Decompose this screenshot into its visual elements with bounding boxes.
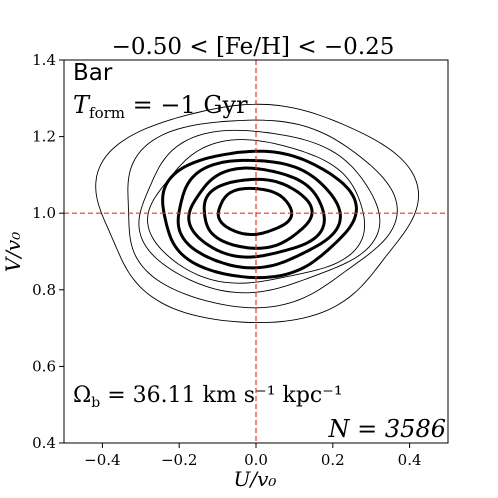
model-label: Bar: [73, 60, 113, 86]
contour-level-7: [187, 166, 326, 259]
omega-annotation: Ωb = 36.11 km s⁻¹ kpc⁻¹: [73, 383, 343, 411]
y-axis-ticks: 0.4 0.6 0.8 1.0 1.2 1.4: [32, 51, 64, 452]
y-tick-label: 1.4: [32, 51, 56, 69]
x-tick-label: 0.0: [244, 451, 268, 469]
contour-level-6: [176, 158, 342, 270]
tform-subscript: form: [89, 104, 125, 122]
contour-level-1: [95, 103, 420, 324]
chart-title: −0.50 < [Fe/H] < −0.25: [112, 34, 395, 60]
y-tick-label: 0.8: [32, 281, 56, 299]
omega-value: = 36.11 km s⁻¹ kpc⁻¹: [100, 383, 342, 408]
x-tick-label: −0.2: [161, 451, 197, 469]
x-axis-ticks: −0.4 −0.2 0.0 0.2 0.4: [84, 443, 422, 469]
omega-subscript: b: [91, 395, 100, 411]
omega-symbol: Ω: [73, 383, 91, 408]
x-tick-label: −0.4: [84, 451, 120, 469]
contour-level-2: [127, 119, 398, 309]
tform-annotation: Tform = −1 Gyr: [73, 91, 248, 122]
tform-symbol: T: [73, 91, 91, 119]
y-tick-label: 0.6: [32, 357, 56, 375]
tform-value: = −1 Gyr: [125, 91, 248, 119]
x-axis-label: U/v₀: [234, 467, 277, 491]
count-annotation: N = 3586: [328, 415, 446, 443]
contour-level-9: [216, 186, 294, 236]
y-tick-label: 1.2: [32, 128, 56, 146]
y-tick-label: 0.4: [32, 434, 56, 452]
contour-level-3: [138, 129, 381, 294]
y-tick-label: 1.0: [32, 204, 56, 222]
y-axis-label: V/v₀: [1, 232, 25, 273]
x-tick-label: 0.4: [398, 451, 422, 469]
x-tick-label: 0.2: [321, 451, 345, 469]
